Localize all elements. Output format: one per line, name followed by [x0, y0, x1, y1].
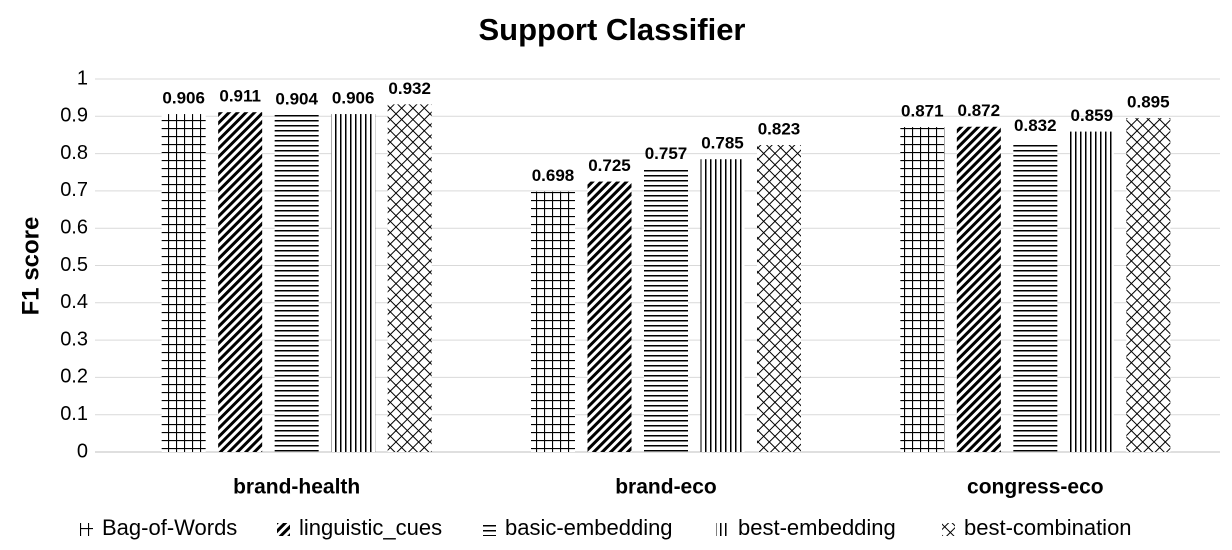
bar	[587, 181, 632, 452]
bar	[1069, 131, 1114, 452]
y-axis-title: F1 score	[17, 217, 44, 316]
y-tick-label: 0.7	[60, 179, 88, 201]
data-label: 0.832	[1014, 116, 1057, 135]
y-tick-label: 0	[77, 440, 88, 462]
data-label: 0.757	[645, 144, 688, 163]
legend-label: linguistic_cues	[299, 515, 442, 540]
bar	[387, 104, 432, 452]
data-label: 0.906	[332, 89, 375, 108]
bar	[757, 145, 801, 452]
legend-label: best-combination	[964, 515, 1132, 540]
bar	[1013, 141, 1058, 452]
legend-swatch	[483, 523, 496, 536]
bar	[956, 126, 1001, 452]
bar	[900, 127, 945, 452]
y-tick-label: 0.4	[60, 291, 88, 313]
y-tick-label: 1	[77, 67, 88, 89]
data-label: 0.823	[758, 120, 801, 139]
x-tick-label: congress-eco	[967, 476, 1104, 499]
data-label: 0.698	[532, 166, 575, 185]
bar	[274, 114, 319, 453]
data-label: 0.911	[219, 87, 261, 106]
legend-swatch	[942, 523, 955, 536]
y-tick-label: 0.9	[60, 105, 88, 127]
x-tick-label: brand-health	[233, 476, 360, 499]
bar	[531, 191, 575, 452]
x-tick-label: brand-eco	[615, 476, 717, 499]
y-tick-label: 0.2	[60, 366, 88, 388]
legend-label: basic-embedding	[505, 515, 673, 540]
y-tick-label: 0.1	[60, 403, 88, 425]
legend-label: Bag-of-Words	[102, 515, 237, 540]
legend-label: best-embedding	[738, 515, 896, 540]
bar	[331, 114, 376, 452]
y-tick-label: 0.5	[60, 254, 88, 276]
y-tick-label: 0.6	[60, 216, 88, 238]
data-label: 0.872	[958, 101, 1001, 120]
bar	[1126, 118, 1171, 452]
bar	[161, 114, 206, 452]
data-label: 0.785	[701, 134, 744, 153]
y-tick-label: 0.3	[60, 328, 88, 350]
data-label: 0.906	[162, 89, 205, 108]
bar	[700, 159, 745, 452]
data-label: 0.859	[1071, 106, 1114, 125]
data-label: 0.895	[1127, 93, 1170, 112]
chart-title: Support Classifier	[479, 12, 746, 47]
bar	[218, 112, 263, 453]
y-tick-label: 0.8	[60, 142, 88, 164]
data-label: 0.932	[388, 79, 431, 98]
legend-swatch	[716, 523, 729, 536]
bar	[644, 169, 688, 452]
data-label: 0.904	[275, 89, 318, 108]
data-label: 0.725	[588, 156, 631, 175]
legend-swatch	[80, 523, 93, 536]
data-label: 0.871	[901, 102, 944, 121]
legend-swatch	[277, 523, 290, 536]
